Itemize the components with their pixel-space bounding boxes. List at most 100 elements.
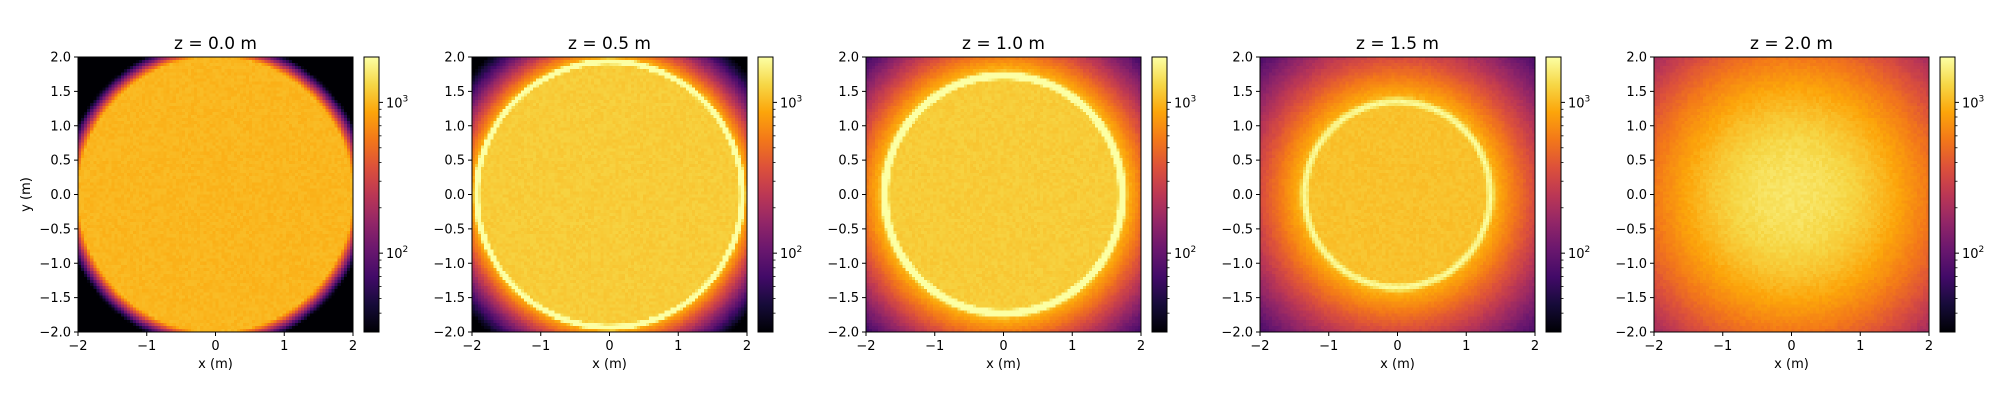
x-tick-label: 0	[999, 339, 1007, 354]
x-tick-label: 0	[1393, 339, 1401, 354]
y-tick-label: 1.0	[1626, 119, 1647, 134]
y-tick-label: −2.0	[433, 326, 465, 341]
subplot-0: z = 0.0 m −2 −1 0 1 2 2.0 1.5 1.0 0.5 0.0 −0.5 −1.0 −…	[19, 34, 408, 372]
y-tick-label: 2.0	[1232, 51, 1253, 66]
x-tick-label: 0	[1787, 339, 1795, 354]
subplot-2: z = 1.0 m −2 −1 0 1 2 2.0 1.5 1.0 0.5 0.0 −0.5 −1.0 −…	[827, 34, 1196, 372]
y-tick-label: −0.5	[39, 222, 71, 237]
y-tick-label: 2.0	[444, 51, 465, 66]
x-tick-label: 1	[674, 339, 682, 354]
y-tick-label: −2.0	[1221, 326, 1253, 341]
colorbar-tick-label: 102	[386, 245, 408, 262]
y-tick-label: 1.5	[1626, 85, 1647, 100]
subplot-title: z = 0.0 m	[174, 34, 257, 54]
colorbar-frame	[1939, 56, 1956, 333]
colorbar-tick-label: 103	[386, 94, 408, 111]
y-tick-label: −1.0	[433, 257, 465, 272]
heatmap-image	[78, 57, 353, 332]
y-tick-label: 0.5	[1232, 154, 1253, 169]
heatmap-image	[866, 57, 1141, 332]
colorbar-tick-label: 102	[1174, 245, 1196, 262]
subplot-title: z = 1.5 m	[1356, 34, 1439, 54]
y-tick-label: 0.0	[1232, 188, 1253, 203]
x-tick-label: 1	[1462, 339, 1470, 354]
y-tick-label: −1.5	[433, 291, 465, 306]
x-tick-label: −2	[462, 339, 481, 354]
x-tick-label: −1	[531, 339, 550, 354]
y-tick-label: −1.5	[39, 291, 71, 306]
heatmap-image	[472, 57, 747, 332]
y-tick-label: 0.5	[50, 154, 71, 169]
y-tick-label: −0.5	[1221, 222, 1253, 237]
y-tick-label: −2.0	[39, 326, 71, 341]
y-tick-label: 0.0	[50, 188, 71, 203]
y-tick-label: 1.5	[50, 85, 71, 100]
y-tick-label: 1.0	[838, 119, 859, 134]
x-tick-label: 2	[743, 339, 751, 354]
x-tick-label: 2	[349, 339, 357, 354]
x-tick-label: 1	[1856, 339, 1864, 354]
y-tick-label: 2.0	[1626, 51, 1647, 66]
colorbar-tick-label: 102	[1962, 245, 1984, 262]
y-tick-label: 0.5	[1626, 154, 1647, 169]
y-tick-label: −2.0	[1615, 326, 1647, 341]
subplot-title: z = 1.0 m	[962, 34, 1045, 54]
x-tick-label: −2	[1644, 339, 1663, 354]
x-axis-label: x (m)	[1774, 357, 1809, 372]
colorbar-tick-label: 103	[1962, 94, 1984, 111]
heatmap-image	[1260, 57, 1535, 332]
x-tick-label: −2	[856, 339, 875, 354]
x-tick-label: −1	[1319, 339, 1338, 354]
x-tick-label: −1	[1713, 339, 1732, 354]
y-tick-label: −1.0	[827, 257, 859, 272]
heatmap-image	[1654, 57, 1929, 332]
colorbar-frame	[1545, 56, 1562, 333]
y-tick-label: 0.0	[838, 188, 859, 203]
colorbar	[364, 57, 379, 332]
colorbar-tick-label: 103	[1568, 94, 1590, 111]
y-tick-label: 0.0	[444, 188, 465, 203]
subplot-1: z = 0.5 m −2 −1 0 1 2 2.0 1.5 1.0 0.5 0.0 −0.5 −1.0 −…	[433, 34, 802, 372]
y-tick-label: 1.0	[1232, 119, 1253, 134]
colorbar-frame	[757, 56, 774, 333]
subplot-3: z = 1.5 m −2 −1 0 1 2 2.0 1.5 1.0 0.5 0.0 −0.5 −1.0 −…	[1221, 34, 1590, 372]
x-tick-label: 0	[605, 339, 613, 354]
colorbar-tick-label: 102	[1568, 245, 1590, 262]
x-tick-label: 2	[1137, 339, 1145, 354]
subplot-title: z = 0.5 m	[568, 34, 651, 54]
y-tick-label: −0.5	[1615, 222, 1647, 237]
y-tick-label: 0.5	[838, 154, 859, 169]
y-tick-label: −1.5	[827, 291, 859, 306]
x-tick-label: −2	[68, 339, 87, 354]
x-tick-label: 0	[211, 339, 219, 354]
y-tick-label: 2.0	[50, 51, 71, 66]
y-tick-label: −2.0	[827, 326, 859, 341]
x-axis-label: x (m)	[986, 357, 1021, 372]
x-tick-label: −1	[925, 339, 944, 354]
y-tick-label: 1.5	[444, 85, 465, 100]
y-axis-label: y (m)	[19, 177, 34, 212]
x-axis-label: x (m)	[198, 357, 233, 372]
colorbar	[1152, 57, 1167, 332]
y-tick-label: 1.0	[50, 119, 71, 134]
y-tick-label: 0.0	[1626, 188, 1647, 203]
colorbar-frame	[363, 56, 380, 333]
colorbar	[758, 57, 773, 332]
y-tick-label: −1.5	[1221, 291, 1253, 306]
colorbar-tick-label: 103	[1174, 94, 1196, 111]
x-tick-label: −2	[1250, 339, 1269, 354]
subplot-4: z = 2.0 m −2 −1 0 1 2 2.0 1.5 1.0 0.5 0.0 −0.5 −1.0 −…	[1615, 34, 1984, 372]
y-tick-label: 0.5	[444, 154, 465, 169]
y-tick-label: −0.5	[827, 222, 859, 237]
x-tick-label: 1	[280, 339, 288, 354]
y-tick-label: 1.5	[1232, 85, 1253, 100]
x-axis-label: x (m)	[1380, 357, 1415, 372]
y-tick-label: −1.0	[1221, 257, 1253, 272]
colorbar-tick-label: 102	[780, 245, 802, 262]
y-tick-label: 2.0	[838, 51, 859, 66]
y-tick-label: 1.5	[838, 85, 859, 100]
y-tick-label: −1.0	[39, 257, 71, 272]
colorbar	[1940, 57, 1955, 332]
y-tick-label: −1.0	[1615, 257, 1647, 272]
x-tick-label: 1	[1068, 339, 1076, 354]
